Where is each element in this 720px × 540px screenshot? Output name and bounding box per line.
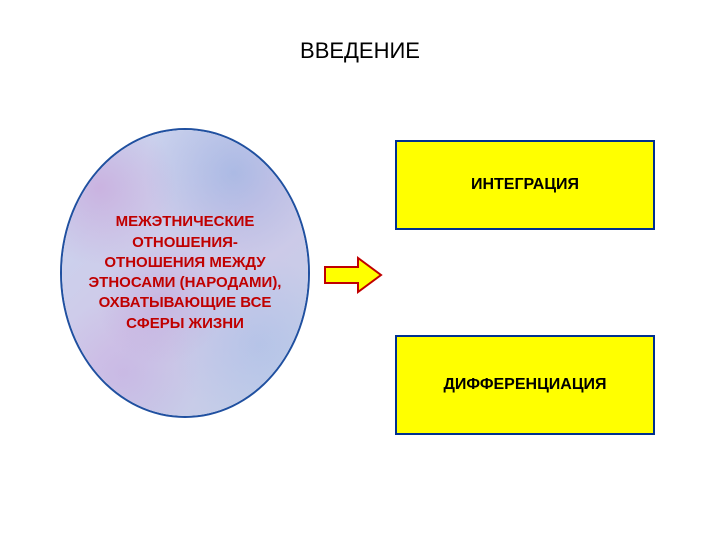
arrow-svg bbox=[323, 255, 383, 295]
ellipse-label: МЕЖЭТНИЧЕСКИЕ ОТНОШЕНИЯ- ОТНОШЕНИЯ МЕЖДУ… bbox=[87, 212, 283, 334]
page-title: ВВЕДЕНИЕ bbox=[300, 38, 420, 64]
box-differentiation: ДИФФЕРЕНЦИАЦИЯ bbox=[395, 335, 655, 435]
concept-ellipse: МЕЖЭТНИЧЕСКИЕ ОТНОШЕНИЯ- ОТНОШЕНИЯ МЕЖДУ… bbox=[60, 128, 310, 418]
ellipse-shape: МЕЖЭТНИЧЕСКИЕ ОТНОШЕНИЯ- ОТНОШЕНИЯ МЕЖДУ… bbox=[60, 128, 310, 418]
arrow-polygon bbox=[325, 258, 381, 292]
box-integration: ИНТЕГРАЦИЯ bbox=[395, 140, 655, 230]
box-differentiation-label: ДИФФЕРЕНЦИАЦИЯ bbox=[444, 376, 607, 394]
box-integration-label: ИНТЕГРАЦИЯ bbox=[471, 176, 579, 194]
arrow-right-icon bbox=[323, 255, 383, 295]
